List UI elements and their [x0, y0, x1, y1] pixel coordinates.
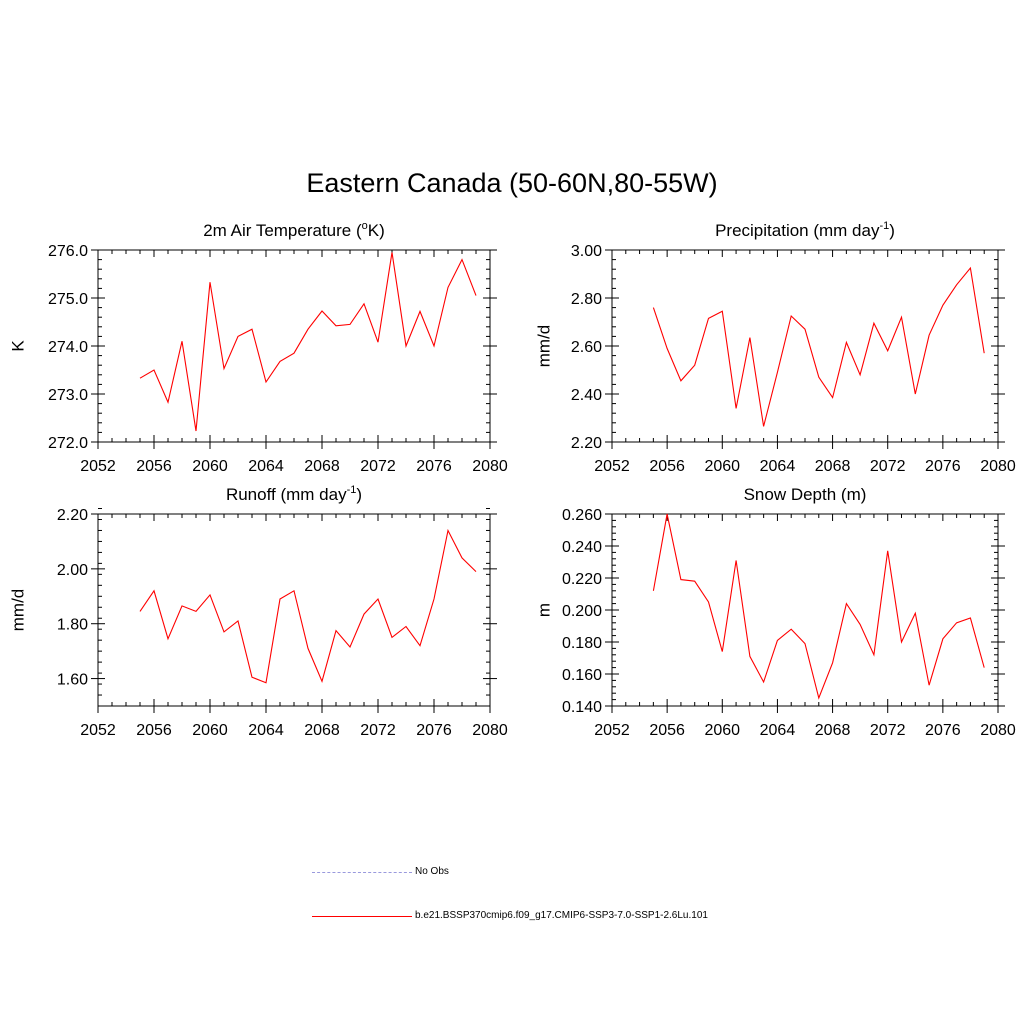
x-tick-label: 2064: [248, 722, 284, 739]
series-line: [139, 252, 477, 432]
x-tick-label: 2056: [136, 458, 172, 475]
x-tick-label: 2060: [704, 458, 740, 475]
y-tick-label: 2.20: [57, 507, 88, 524]
y-tick-label: 274.0: [48, 339, 88, 356]
legend-swatch-solid: [312, 916, 412, 917]
y-tick-label: 2.80: [571, 291, 602, 308]
x-tick-label: 2068: [815, 458, 851, 475]
x-tick-label: 2052: [80, 458, 116, 475]
y-tick-label: 0.200: [562, 603, 602, 620]
x-tick-label: 2076: [925, 458, 961, 475]
y-axis-label: m: [535, 603, 554, 617]
series-line: [652, 266, 985, 427]
series-line: [139, 528, 477, 684]
chart-panel-snow-depth-m: 2052 2056 2060 2064 2068 2072 2076 2080 0.140 0.1…: [535, 485, 1016, 739]
x-tick-label: 2080: [472, 458, 508, 475]
x-tick-label: 2060: [192, 458, 228, 475]
chart-panel-precipitation-mm-day: 2052 2056 2060 2064 2068 2072 2076 2080 2.20 2.40…: [535, 220, 1016, 475]
x-tick-label: 2056: [136, 722, 172, 739]
y-tick-label: 0.180: [562, 635, 602, 652]
x-tick-label: 2080: [472, 722, 508, 739]
x-tick-label: 2068: [815, 722, 851, 739]
chart-panel-2m-air-temperature: 2052 2056 2060 2064 2068 2072 2076 2080 272.0 273…: [9, 220, 508, 475]
y-axis-label: mm/d: [535, 325, 554, 368]
legend-label: b.e21.BSSP370cmip6.f09_g17.CMIP6-SSP3-7.…: [415, 910, 708, 921]
y-tick-label: 272.0: [48, 435, 88, 452]
legend-swatch-dashed: [312, 872, 412, 873]
y-tick-label: 1.60: [57, 672, 88, 689]
x-tick-label: 2068: [304, 722, 340, 739]
x-tick-label: 2076: [416, 722, 452, 739]
y-tick-label: 0.140: [562, 699, 602, 716]
y-tick-label: 273.0: [48, 387, 88, 404]
series-line: [652, 513, 985, 700]
figure-title: Eastern Canada (50-60N,80-55W): [306, 168, 718, 198]
x-tick-label: 2052: [594, 458, 630, 475]
x-tick-label: 2052: [80, 722, 116, 739]
x-tick-label: 2056: [649, 722, 685, 739]
y-tick-label: 2.20: [571, 435, 602, 452]
y-tick-label: 0.220: [562, 571, 602, 588]
y-tick-label: 1.80: [57, 617, 88, 634]
chart-panel-runoff-mm-day: 2052 2056 2060 2064 2068 2072 2076 2080 1.60 1.80…: [9, 484, 508, 739]
x-tick-label: 2064: [248, 458, 284, 475]
x-tick-label: 2072: [870, 722, 906, 739]
plot-frame: [611, 513, 999, 707]
y-tick-label: 0.240: [562, 539, 602, 556]
x-tick-label: 2064: [760, 458, 796, 475]
x-tick-label: 2064: [760, 722, 796, 739]
plot-frame: [611, 249, 999, 443]
x-tick-label: 2072: [870, 458, 906, 475]
x-tick-label: 2076: [925, 722, 961, 739]
plot-frame: [97, 249, 491, 443]
y-tick-label: 2.40: [571, 387, 602, 404]
panel-title: Runoff (mm day-1): [226, 484, 362, 504]
x-tick-label: 2080: [980, 458, 1016, 475]
y-tick-label: 0.160: [562, 667, 602, 684]
x-tick-label: 2072: [360, 458, 396, 475]
x-tick-label: 2060: [704, 722, 740, 739]
x-tick-label: 2080: [980, 722, 1016, 739]
y-tick-label: 276.0: [48, 243, 88, 260]
panel-title: 2m Air Temperature (oK): [203, 220, 385, 240]
y-tick-label: 0.260: [562, 507, 602, 524]
x-tick-label: 2072: [360, 722, 396, 739]
x-tick-label: 2076: [416, 458, 452, 475]
x-tick-label: 2052: [594, 722, 630, 739]
x-tick-label: 2060: [192, 722, 228, 739]
y-tick-label: 2.00: [57, 562, 88, 579]
y-axis-label: mm/d: [9, 589, 28, 632]
y-tick-label: 2.60: [571, 339, 602, 356]
y-axis-label: K: [9, 340, 28, 352]
panel-title: Precipitation (mm day-1): [715, 220, 895, 240]
legend-label: No Obs: [415, 866, 449, 877]
x-tick-label: 2068: [304, 458, 340, 475]
y-tick-label: 275.0: [48, 291, 88, 308]
panel-title: Snow Depth (m): [744, 485, 867, 504]
x-tick-label: 2056: [649, 458, 685, 475]
y-tick-label: 3.00: [571, 243, 602, 260]
